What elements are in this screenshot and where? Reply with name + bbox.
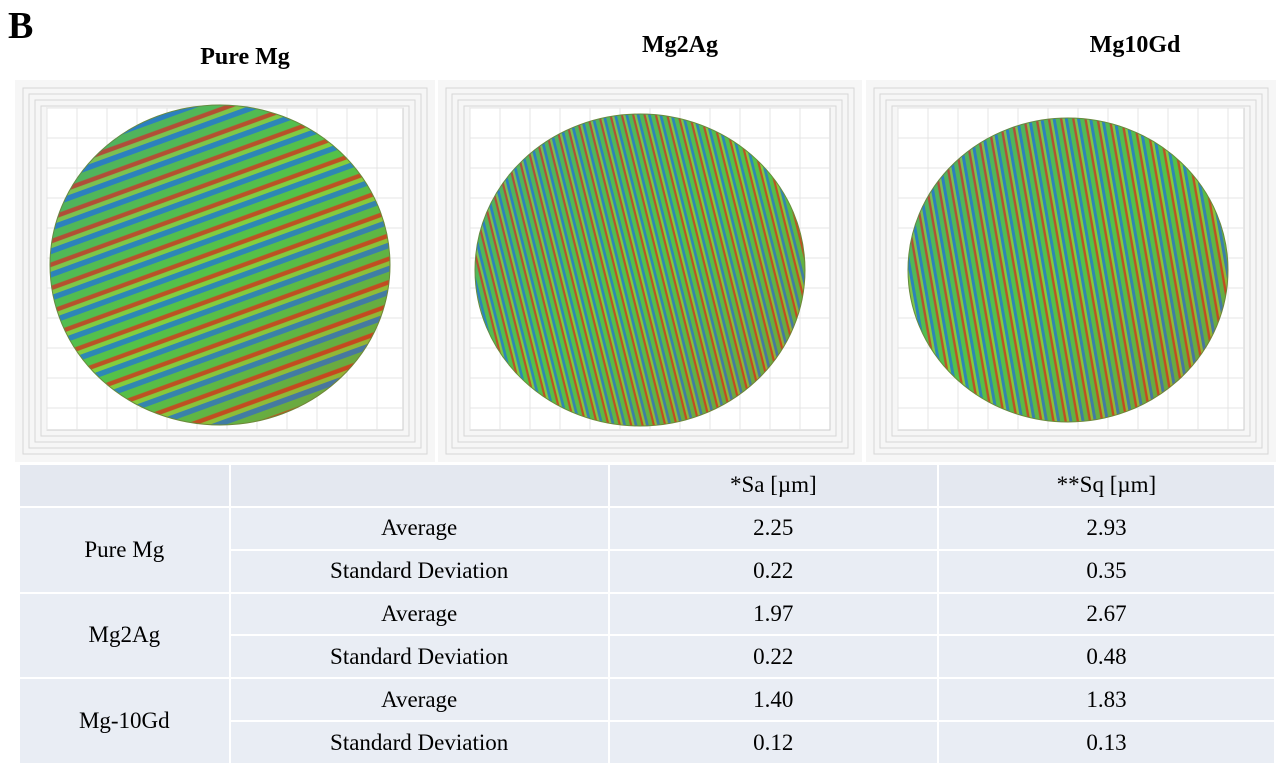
surface-image — [15, 80, 435, 462]
value-cell: 0.35 — [938, 550, 1275, 593]
value-cell: 1.83 — [938, 678, 1275, 721]
empty-cell — [230, 464, 609, 507]
group-name: Pure Mg — [19, 507, 230, 593]
value-cell: 2.25 — [609, 507, 938, 550]
value-cell: 1.40 — [609, 678, 938, 721]
column-header: *Sa [µm] — [609, 464, 938, 507]
value-cell: 0.22 — [609, 635, 938, 678]
surface-image — [866, 80, 1276, 462]
statistic: Standard Deviation — [230, 721, 609, 764]
value-cell: 1.97 — [609, 593, 938, 636]
image-title: Mg2Ag — [642, 32, 718, 59]
value-cell: 0.13 — [938, 721, 1275, 764]
panel-label: B — [8, 4, 33, 48]
column-header: **Sq [µm] — [938, 464, 1275, 507]
value-cell: 0.22 — [609, 550, 938, 593]
page: B Pure Mg Mg2Ag Mg10Gd *Sa [µm]**Sq [µm]… — [0, 0, 1276, 765]
value-cell: 2.93 — [938, 507, 1275, 550]
statistic: Standard Deviation — [230, 635, 609, 678]
group-name: Mg-10Gd — [19, 678, 230, 764]
statistic: Average — [230, 593, 609, 636]
value-cell: 2.67 — [938, 593, 1275, 636]
surface-shading — [475, 114, 805, 426]
image-title: Mg10Gd — [1090, 32, 1181, 59]
image-title: Pure Mg — [200, 44, 290, 71]
empty-cell — [19, 464, 230, 507]
statistic: Average — [230, 507, 609, 550]
statistic: Standard Deviation — [230, 550, 609, 593]
value-cell: 0.48 — [938, 635, 1275, 678]
value-cell: 0.12 — [609, 721, 938, 764]
table-row: *Sa [µm]**Sq [µm] — [19, 464, 1275, 507]
surface-shading — [908, 118, 1228, 422]
statistic: Average — [230, 678, 609, 721]
group-name: Mg2Ag — [19, 593, 230, 679]
surface-image — [438, 80, 862, 462]
surface-shading — [50, 105, 390, 425]
